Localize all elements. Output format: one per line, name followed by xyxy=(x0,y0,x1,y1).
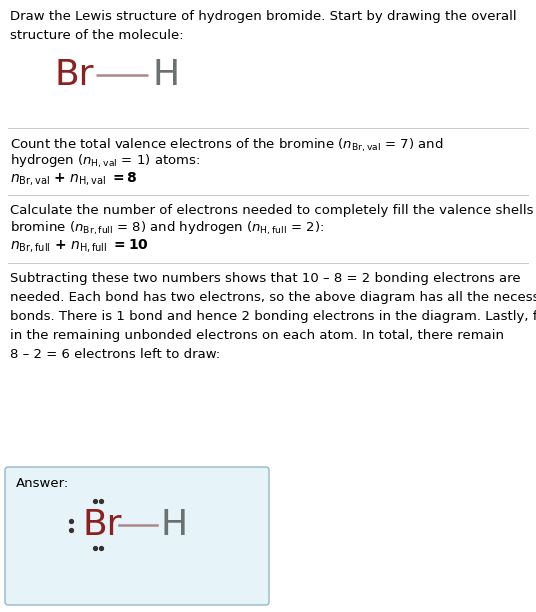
Text: Subtracting these two numbers shows that 10 – 8 = 2 bonding electrons are
needed: Subtracting these two numbers shows that… xyxy=(10,272,536,361)
Text: Draw the Lewis structure of hydrogen bromide. Start by drawing the overall
struc: Draw the Lewis structure of hydrogen bro… xyxy=(10,10,517,42)
Text: H: H xyxy=(161,508,188,542)
FancyBboxPatch shape xyxy=(5,467,269,605)
Text: $\mathbf{\it{n}_{\mathrm{Br,full}}}$ $\mathbf{+}$ $\mathbf{\it{n}_{\mathrm{H,ful: $\mathbf{\it{n}_{\mathrm{Br,full}}}$ $\m… xyxy=(10,237,149,254)
Text: Br: Br xyxy=(55,58,94,92)
Text: Answer:: Answer: xyxy=(16,477,69,490)
Text: Calculate the number of electrons needed to completely fill the valence shells f: Calculate the number of electrons needed… xyxy=(10,204,536,217)
Text: Br: Br xyxy=(83,508,123,542)
Text: Count the total valence electrons of the bromine ($n_{\mathrm{Br,val}}$ = 7) and: Count the total valence electrons of the… xyxy=(10,137,443,154)
Text: $\mathbf{\it{n}_{\mathrm{Br,val}}}$ $\mathbf{+}$ $\mathbf{\it{n}_{\mathrm{H,val}: $\mathbf{\it{n}_{\mathrm{Br,val}}}$ $\ma… xyxy=(10,170,138,187)
Text: hydrogen ($n_{\mathrm{H,val}}$ = 1) atoms:: hydrogen ($n_{\mathrm{H,val}}$ = 1) atom… xyxy=(10,153,200,170)
Text: H: H xyxy=(152,58,179,92)
Text: bromine ($n_{\mathrm{Br,full}}$ = 8) and hydrogen ($n_{\mathrm{H,full}}$ = 2):: bromine ($n_{\mathrm{Br,full}}$ = 8) and… xyxy=(10,220,324,237)
